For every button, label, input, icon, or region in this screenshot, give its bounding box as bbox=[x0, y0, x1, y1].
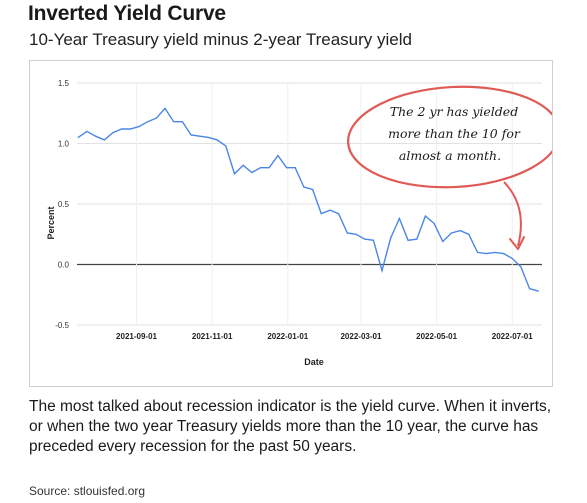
data-point bbox=[225, 145, 227, 147]
chart-frame: 1.5 1.0 0.5 0.0 -0.5 2021-09-01 2021-11-01 202… bbox=[29, 60, 561, 387]
data-point bbox=[112, 132, 114, 134]
data-point bbox=[442, 240, 444, 243]
y-tick-label: 1.0 bbox=[58, 140, 70, 149]
x-axis-label: Date bbox=[304, 357, 324, 367]
data-point bbox=[294, 167, 296, 169]
data-point bbox=[502, 253, 505, 255]
data-point bbox=[424, 215, 427, 217]
data-point bbox=[251, 171, 253, 174]
data-point bbox=[338, 213, 340, 215]
data-point bbox=[86, 130, 88, 132]
data-point bbox=[494, 251, 496, 253]
data-point bbox=[529, 288, 531, 290]
y-tick-label: 1.5 bbox=[58, 79, 70, 88]
x-tick-label: 2021-11-01 bbox=[192, 332, 233, 341]
data-point bbox=[103, 139, 105, 141]
source-text: Source: stlouisfed.org bbox=[29, 484, 146, 498]
data-point bbox=[242, 164, 244, 166]
data-point bbox=[277, 155, 279, 157]
annotation-line-1: The 2 yr has yielded bbox=[390, 104, 518, 119]
data-point bbox=[320, 213, 322, 215]
data-point bbox=[268, 167, 270, 169]
x-tick-label: 2022-03-01 bbox=[340, 332, 381, 341]
data-point bbox=[485, 253, 487, 255]
data-point bbox=[329, 209, 331, 211]
annotation: The 2 yr has yielded more than the 10 fo… bbox=[347, 85, 561, 250]
data-point bbox=[372, 239, 374, 241]
data-point bbox=[173, 121, 175, 123]
y-tick-labels: 1.5 1.0 0.5 0.0 -0.5 bbox=[55, 79, 69, 330]
data-point bbox=[138, 125, 140, 128]
data-point bbox=[537, 290, 539, 292]
data-point bbox=[147, 121, 149, 123]
data-point bbox=[216, 139, 218, 141]
caption-text: The most talked about recession indicato… bbox=[29, 398, 552, 455]
series-line bbox=[77, 107, 539, 292]
data-point bbox=[190, 134, 192, 136]
annotation-arrow bbox=[503, 181, 522, 247]
data-point bbox=[511, 257, 513, 260]
data-point bbox=[285, 167, 288, 169]
annotation-line-3: almost a month. bbox=[399, 148, 501, 163]
data-point bbox=[259, 167, 262, 169]
line-chart: 1.51.00.50.0-0.5 2021-09-01 2021-11-01 202… bbox=[46, 79, 561, 367]
data-point bbox=[95, 135, 97, 137]
gridlines bbox=[77, 82, 542, 326]
data-point bbox=[433, 222, 435, 224]
y-tick-label: 0.0 bbox=[58, 261, 70, 270]
annotation-arrowhead bbox=[509, 236, 525, 250]
data-point bbox=[346, 232, 348, 234]
data-point bbox=[398, 217, 400, 220]
y-tick-label: 0.5 bbox=[58, 200, 70, 209]
data-point bbox=[364, 238, 366, 240]
data-points bbox=[77, 107, 539, 292]
chart-title: Inverted Yield Curve bbox=[28, 2, 226, 25]
data-point bbox=[459, 230, 461, 232]
data-point bbox=[450, 232, 453, 234]
data-point bbox=[312, 188, 314, 191]
data-point bbox=[207, 136, 210, 139]
data-point bbox=[416, 238, 418, 240]
data-point bbox=[476, 251, 479, 253]
x-tick-label: 2021-09-01 bbox=[116, 332, 157, 341]
x-tick-label: 2022-05-01 bbox=[416, 332, 457, 341]
data-point bbox=[129, 128, 131, 130]
data-point bbox=[199, 135, 201, 137]
data-point bbox=[520, 266, 522, 268]
annotation-line-2: more than the 10 for bbox=[388, 126, 521, 141]
chart-subtitle: 10-Year Treasury yield minus 2-year Trea… bbox=[29, 30, 412, 49]
data-point bbox=[181, 121, 183, 123]
x-tick-label: 2022-07-01 bbox=[492, 332, 533, 341]
data-point bbox=[233, 173, 236, 175]
data-point bbox=[355, 233, 357, 235]
y-tick-label: -0.5 bbox=[55, 321, 69, 330]
data-point bbox=[303, 186, 305, 188]
x-tick-label: 2022-01-01 bbox=[267, 332, 308, 341]
data-point bbox=[390, 237, 392, 239]
data-point bbox=[164, 107, 166, 110]
y-axis-label: Percent bbox=[46, 206, 56, 239]
data-point bbox=[468, 233, 470, 235]
data-point bbox=[407, 239, 409, 241]
data-point bbox=[77, 136, 79, 139]
data-point bbox=[381, 269, 383, 272]
x-tick-labels: 2021-09-01 2021-11-01 2022-01-01 2022-03-01… bbox=[116, 332, 533, 341]
data-point bbox=[155, 117, 157, 119]
data-point bbox=[121, 128, 123, 130]
